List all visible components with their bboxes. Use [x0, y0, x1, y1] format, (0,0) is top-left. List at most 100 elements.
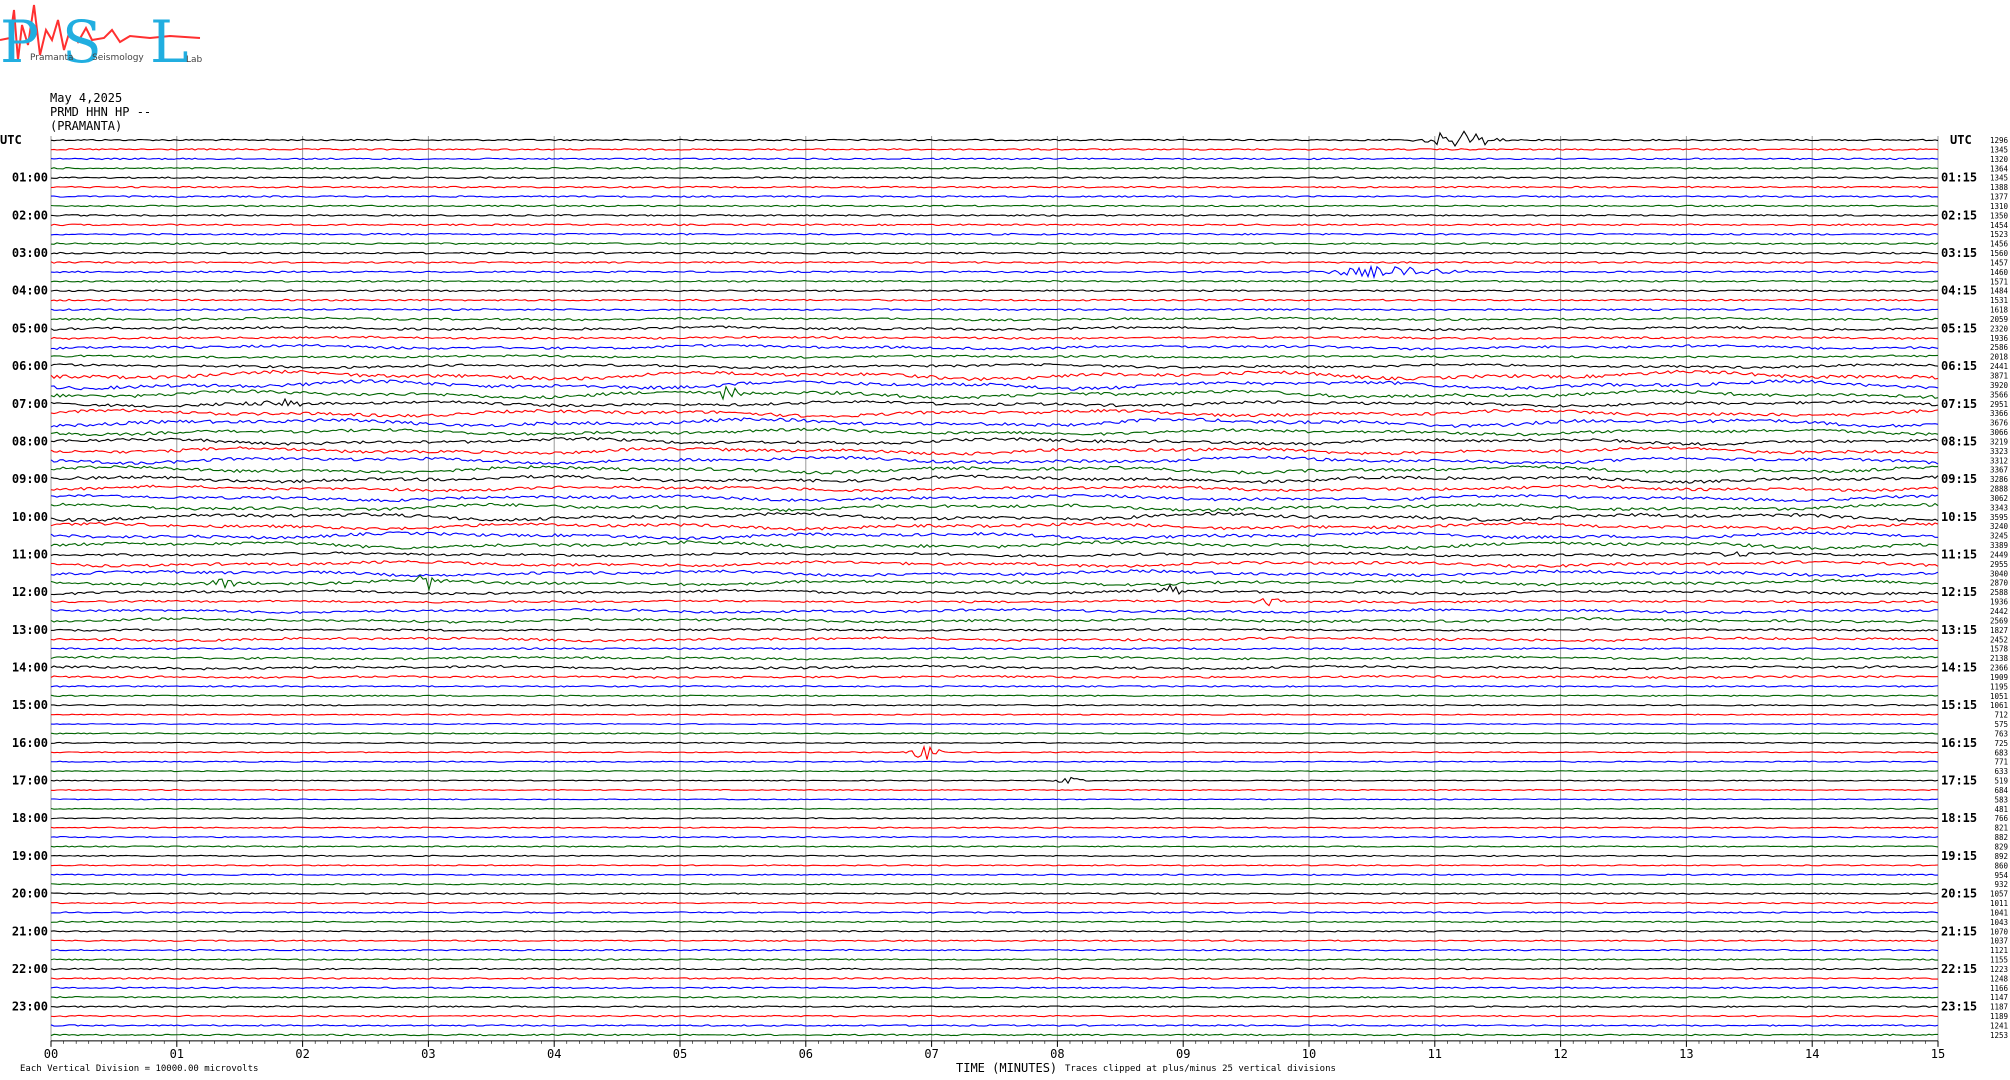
trace-amplitude-label: 1618 [1990, 306, 2009, 315]
hour-label-right: 01:15 [1941, 171, 1977, 185]
trace-amplitude-label: 684 [1994, 786, 2008, 795]
trace-amplitude-label: 3219 [1990, 437, 2008, 446]
seismogram-traces [50, 130, 1939, 1037]
x-tick-label: 03 [421, 1047, 435, 1061]
trace-amplitude-label: 1189 [1990, 1012, 2008, 1021]
seismogram-trace [50, 628, 1939, 632]
trace-amplitude-label: 1578 [1990, 645, 2009, 654]
trace-amplitude-label: 1070 [1990, 927, 2009, 936]
hour-label-left: 23:00 [12, 1000, 48, 1014]
trace-amplitude-label: 3286 [1990, 475, 2009, 484]
trace-amplitude-label: 1320 [1990, 155, 2009, 164]
seismogram-trace [50, 948, 1939, 952]
left-utc-title: UTC [0, 133, 22, 147]
seismogram-trace [50, 379, 1939, 391]
trace-amplitude-label: 3389 [1990, 541, 2008, 550]
logo-seismogram-icon [0, 4, 201, 61]
trace-amplitude-label: 1253 [1990, 1031, 2008, 1040]
seismogram-trace [50, 408, 1939, 418]
trace-amplitude-label: 3062 [1990, 494, 2008, 503]
x-tick-label: 01 [170, 1047, 184, 1061]
seismogram-trace [50, 242, 1939, 245]
trace-amplitude-label: 1187 [1990, 1003, 2008, 1012]
hour-label-left: 20:00 [12, 887, 48, 901]
hour-label-left: 19:00 [12, 849, 48, 863]
psl-logo: P S L Pramanta Seismology Lab [0, 4, 203, 70]
x-tick-label: 07 [924, 1047, 938, 1061]
trace-amplitude-label: 1827 [1990, 626, 2008, 635]
trace-amplitude-label: 3066 [1990, 428, 2009, 437]
seismogram-trace [50, 1005, 1939, 1008]
seismogram-trace [50, 873, 1939, 876]
seismogram-trace [50, 636, 1939, 643]
trace-amplitude-label: 1531 [1990, 296, 2008, 305]
trace-amplitude-label: 1345 [1990, 174, 2008, 183]
seismogram-trace [50, 1033, 1939, 1037]
seismogram-trace [50, 335, 1939, 340]
seismogram-trace [50, 308, 1939, 312]
trace-amplitude-label: 1484 [1990, 287, 2009, 296]
hour-label-left: 17:00 [12, 774, 48, 788]
logo-word-seismology: Seismology [92, 53, 144, 63]
seismogram-trace [50, 251, 1939, 255]
hour-label-right: 08:15 [1941, 434, 1977, 448]
trace-amplitude-label: 2452 [1990, 635, 2008, 644]
station-label: PRMD HHN HP -- [50, 105, 152, 119]
trace-amplitude-label: 3367 [1990, 466, 2008, 475]
trace-amplitude-label: 3343 [1990, 503, 2008, 512]
hour-label-right: 21:15 [1941, 924, 1977, 938]
seismogram-trace [50, 176, 1939, 179]
x-tick-label: 15 [1931, 1047, 1945, 1061]
hour-label-right: 15:15 [1941, 698, 1977, 712]
hour-label-left: 12:00 [12, 585, 48, 599]
trace-amplitude-label: 1051 [1990, 692, 2008, 701]
seismogram-trace [50, 298, 1939, 302]
seismogram-trace [50, 436, 1939, 446]
seismogram-trace [50, 694, 1939, 697]
seismogram-trace [50, 427, 1939, 437]
hour-label-left: 06:00 [12, 359, 48, 373]
hour-label-right: 09:15 [1941, 472, 1977, 486]
logo-letter-l: L [150, 8, 189, 70]
seismogram-trace [50, 493, 1939, 503]
hour-label-right: 13:15 [1941, 623, 1977, 637]
hour-label-left: 08:00 [12, 434, 48, 448]
hour-label-right: 23:15 [1941, 1000, 1977, 1014]
seismogram-trace [50, 685, 1939, 688]
seismogram-trace [50, 574, 1939, 592]
seismogram-trace [50, 474, 1939, 484]
trace-amplitude-label: 860 [1994, 861, 2008, 870]
trace-amplitude-label: 882 [1994, 833, 2008, 842]
seismogram-trace [50, 788, 1939, 792]
hour-label-left: 07:00 [12, 397, 48, 411]
seismogram-trace [50, 732, 1939, 735]
seismogram-trace [50, 1024, 1939, 1027]
x-tick-label: 04 [547, 1047, 561, 1061]
seismogram-trace [50, 446, 1939, 456]
seismogram-trace [50, 760, 1939, 763]
logo-letter-s: S [62, 8, 102, 70]
trace-amplitude-label: 2320 [1990, 324, 2009, 333]
hour-label-right: 03:15 [1941, 246, 1977, 260]
seismogram-trace [50, 289, 1939, 293]
seismogram-trace [50, 741, 1939, 744]
trace-amplitude-label: 892 [1994, 852, 2008, 861]
seismogram-trace [50, 713, 1939, 716]
trace-amplitude-label: 829 [1994, 843, 2008, 852]
trace-amplitude-label: 1388 [1990, 183, 2009, 192]
trace-amplitude-label: 821 [1994, 824, 2008, 833]
hour-label-right: 18:15 [1941, 811, 1977, 825]
seismogram-trace [50, 157, 1939, 161]
trace-amplitude-label: 1248 [1990, 974, 2009, 983]
seismogram-trace [50, 484, 1939, 493]
hour-label-left: 02:00 [12, 208, 48, 222]
seismogram-trace [50, 744, 1939, 760]
trace-amplitude-label: 2018 [1990, 353, 2009, 362]
trace-amplitude-label: 1571 [1990, 277, 2008, 286]
hour-label-right: 11:15 [1941, 547, 1977, 561]
hour-label-left: 21:00 [12, 924, 48, 938]
hour-label-left: 04:00 [12, 284, 48, 298]
hour-label-left: 13:00 [12, 623, 48, 637]
x-tick-label: 09 [1176, 1047, 1190, 1061]
trace-amplitude-label: 1043 [1990, 918, 2008, 927]
